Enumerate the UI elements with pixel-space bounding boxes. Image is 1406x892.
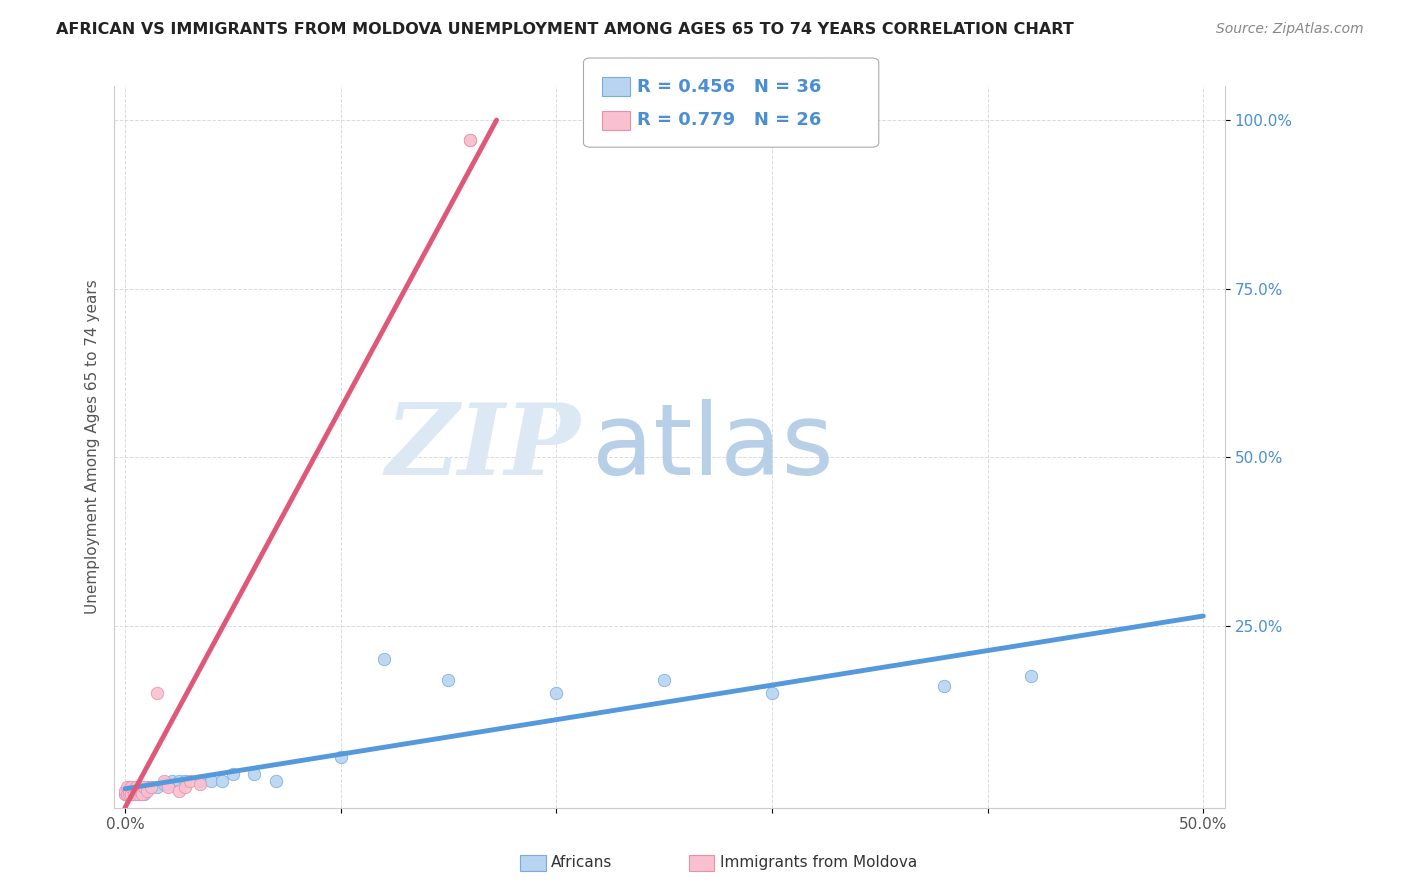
Point bbox=[125, 780, 148, 795]
Point bbox=[437, 673, 460, 687]
Point bbox=[167, 773, 190, 788]
Point bbox=[118, 780, 141, 795]
Point bbox=[118, 784, 141, 798]
Point bbox=[114, 784, 136, 798]
Point bbox=[122, 787, 145, 801]
Point bbox=[157, 777, 180, 791]
Point bbox=[135, 784, 157, 798]
Point bbox=[125, 784, 148, 798]
Point bbox=[114, 787, 136, 801]
Point bbox=[115, 780, 138, 795]
Point bbox=[125, 781, 148, 796]
Point bbox=[120, 787, 142, 801]
Point bbox=[120, 784, 142, 798]
Point bbox=[134, 787, 156, 801]
Point bbox=[115, 787, 138, 801]
Point bbox=[134, 780, 156, 795]
Point bbox=[115, 787, 138, 801]
Point bbox=[458, 133, 481, 147]
Point bbox=[122, 787, 145, 801]
Point bbox=[243, 767, 266, 781]
Point bbox=[127, 780, 149, 795]
Point bbox=[546, 686, 568, 700]
Point bbox=[118, 787, 141, 801]
Text: R = 0.456   N = 36: R = 0.456 N = 36 bbox=[637, 78, 821, 95]
Point bbox=[129, 784, 152, 798]
Point bbox=[152, 777, 174, 791]
Point bbox=[131, 784, 153, 798]
Point bbox=[190, 773, 212, 788]
Point bbox=[190, 777, 212, 791]
Point bbox=[146, 780, 169, 795]
Point bbox=[157, 780, 180, 795]
Point bbox=[174, 780, 197, 795]
Point bbox=[120, 787, 142, 801]
Point bbox=[652, 673, 675, 687]
Point bbox=[167, 784, 190, 798]
Point bbox=[162, 773, 184, 788]
Point bbox=[1019, 669, 1042, 683]
Point bbox=[146, 686, 169, 700]
Point bbox=[118, 787, 141, 801]
Point bbox=[222, 767, 245, 781]
Point bbox=[200, 773, 222, 788]
Point bbox=[129, 787, 152, 801]
Point bbox=[761, 686, 783, 700]
Point bbox=[152, 773, 174, 788]
Text: Immigrants from Moldova: Immigrants from Moldova bbox=[720, 855, 917, 870]
Y-axis label: Unemployment Among Ages 65 to 74 years: Unemployment Among Ages 65 to 74 years bbox=[86, 280, 100, 615]
Text: Africans: Africans bbox=[551, 855, 613, 870]
Text: atlas: atlas bbox=[592, 399, 834, 496]
Point bbox=[125, 787, 148, 801]
Point bbox=[373, 652, 395, 666]
Point bbox=[139, 780, 162, 795]
Point bbox=[179, 773, 201, 788]
Point bbox=[139, 780, 162, 795]
Point bbox=[120, 780, 142, 795]
Point bbox=[211, 773, 233, 788]
Point bbox=[264, 773, 287, 788]
Point bbox=[135, 780, 157, 795]
Point bbox=[114, 787, 136, 801]
Point bbox=[131, 787, 153, 801]
Point bbox=[458, 133, 481, 147]
Text: Source: ZipAtlas.com: Source: ZipAtlas.com bbox=[1216, 22, 1364, 37]
Point bbox=[934, 679, 956, 693]
Point bbox=[127, 787, 149, 801]
Text: ZIP: ZIP bbox=[385, 399, 581, 495]
Point bbox=[115, 784, 138, 798]
Text: R = 0.779   N = 26: R = 0.779 N = 26 bbox=[637, 112, 821, 129]
Point bbox=[174, 773, 197, 788]
Text: AFRICAN VS IMMIGRANTS FROM MOLDOVA UNEMPLOYMENT AMONG AGES 65 TO 74 YEARS CORREL: AFRICAN VS IMMIGRANTS FROM MOLDOVA UNEMP… bbox=[56, 22, 1074, 37]
Point bbox=[329, 750, 352, 764]
